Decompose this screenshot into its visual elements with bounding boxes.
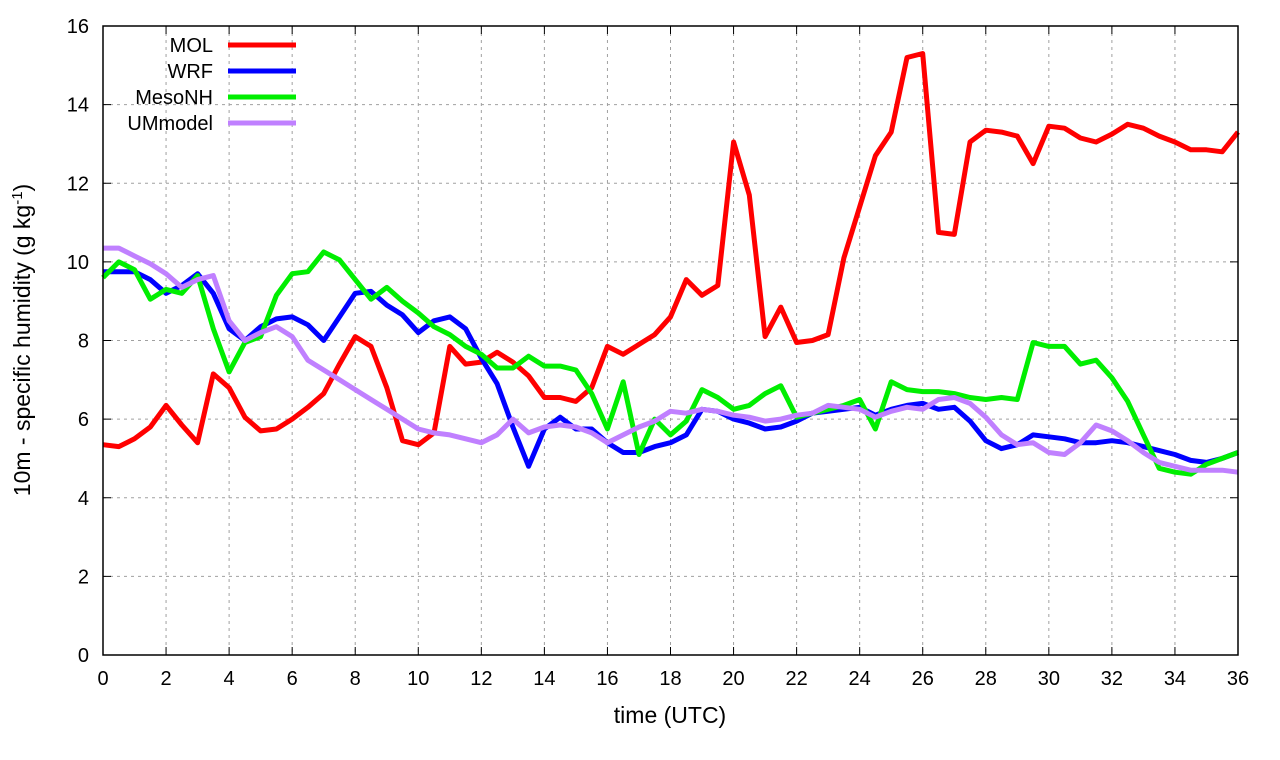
x-tick-label: 4 <box>224 668 235 690</box>
x-tick-label: 26 <box>912 668 934 690</box>
legend-label-ummodel: UMmodel <box>127 113 213 135</box>
x-tick-label: 8 <box>350 668 361 690</box>
series-line-mol <box>102 51 1240 450</box>
x-tick-label: 22 <box>785 668 807 690</box>
y-tick-label: 14 <box>67 95 89 117</box>
plot-frame <box>102 25 1239 656</box>
x-tick-label: 10 <box>407 668 429 690</box>
x-tick-label: 20 <box>722 668 744 690</box>
y-axis-label: 10m - specific humidity (g kg-1) <box>9 184 35 496</box>
x-axis-label: time (UTC) <box>614 702 726 728</box>
x-tick-label: 6 <box>287 668 298 690</box>
x-tick-label: 34 <box>1164 668 1186 690</box>
series-lines <box>101 51 1240 477</box>
x-tick-label: 30 <box>1038 668 1060 690</box>
x-tick-label: 14 <box>533 668 555 690</box>
x-tick-label: 0 <box>97 668 108 690</box>
y-tick-label: 6 <box>78 409 89 431</box>
y-tick-label: 10 <box>67 252 89 274</box>
ticks: 0 2 4 6 8 10 12 14 16 18 20 22 24 26 28 30 32 34 360246810… <box>67 16 1249 690</box>
y-axis-label-sup: -1 <box>9 191 26 204</box>
x-tick-label: 36 <box>1227 668 1249 690</box>
legend-label-mol: MOL <box>170 35 213 57</box>
series-line-wrf <box>103 269 1239 469</box>
y-tick-label: 16 <box>67 16 89 38</box>
y-tick-label: 2 <box>78 566 89 588</box>
y-tick-label: 4 <box>78 488 89 510</box>
x-tick-label: 28 <box>975 668 997 690</box>
x-tick-label: 16 <box>596 668 618 690</box>
y-axis-label-main: 10m - specific humidity (g kg <box>9 205 35 496</box>
legend: MOL WRF MesoNH UMmodel <box>127 35 296 135</box>
legend-label-wrf: WRF <box>167 61 213 83</box>
series-line-mesonh <box>101 249 1239 477</box>
y-tick-label: 0 <box>78 645 89 667</box>
y-tick-label: 12 <box>67 173 89 195</box>
x-tick-label: 18 <box>659 668 681 690</box>
series-line-ummodel <box>103 245 1239 475</box>
x-tick-label: 32 <box>1101 668 1123 690</box>
x-tick-label: 24 <box>849 668 871 690</box>
x-tick-label: 12 <box>470 668 492 690</box>
y-axis-label-close: ) <box>9 184 35 192</box>
y-tick-label: 8 <box>78 331 89 353</box>
legend-label-mesonh: MesoNH <box>135 87 213 109</box>
x-tick-label: 2 <box>160 668 171 690</box>
grid <box>103 26 1238 655</box>
